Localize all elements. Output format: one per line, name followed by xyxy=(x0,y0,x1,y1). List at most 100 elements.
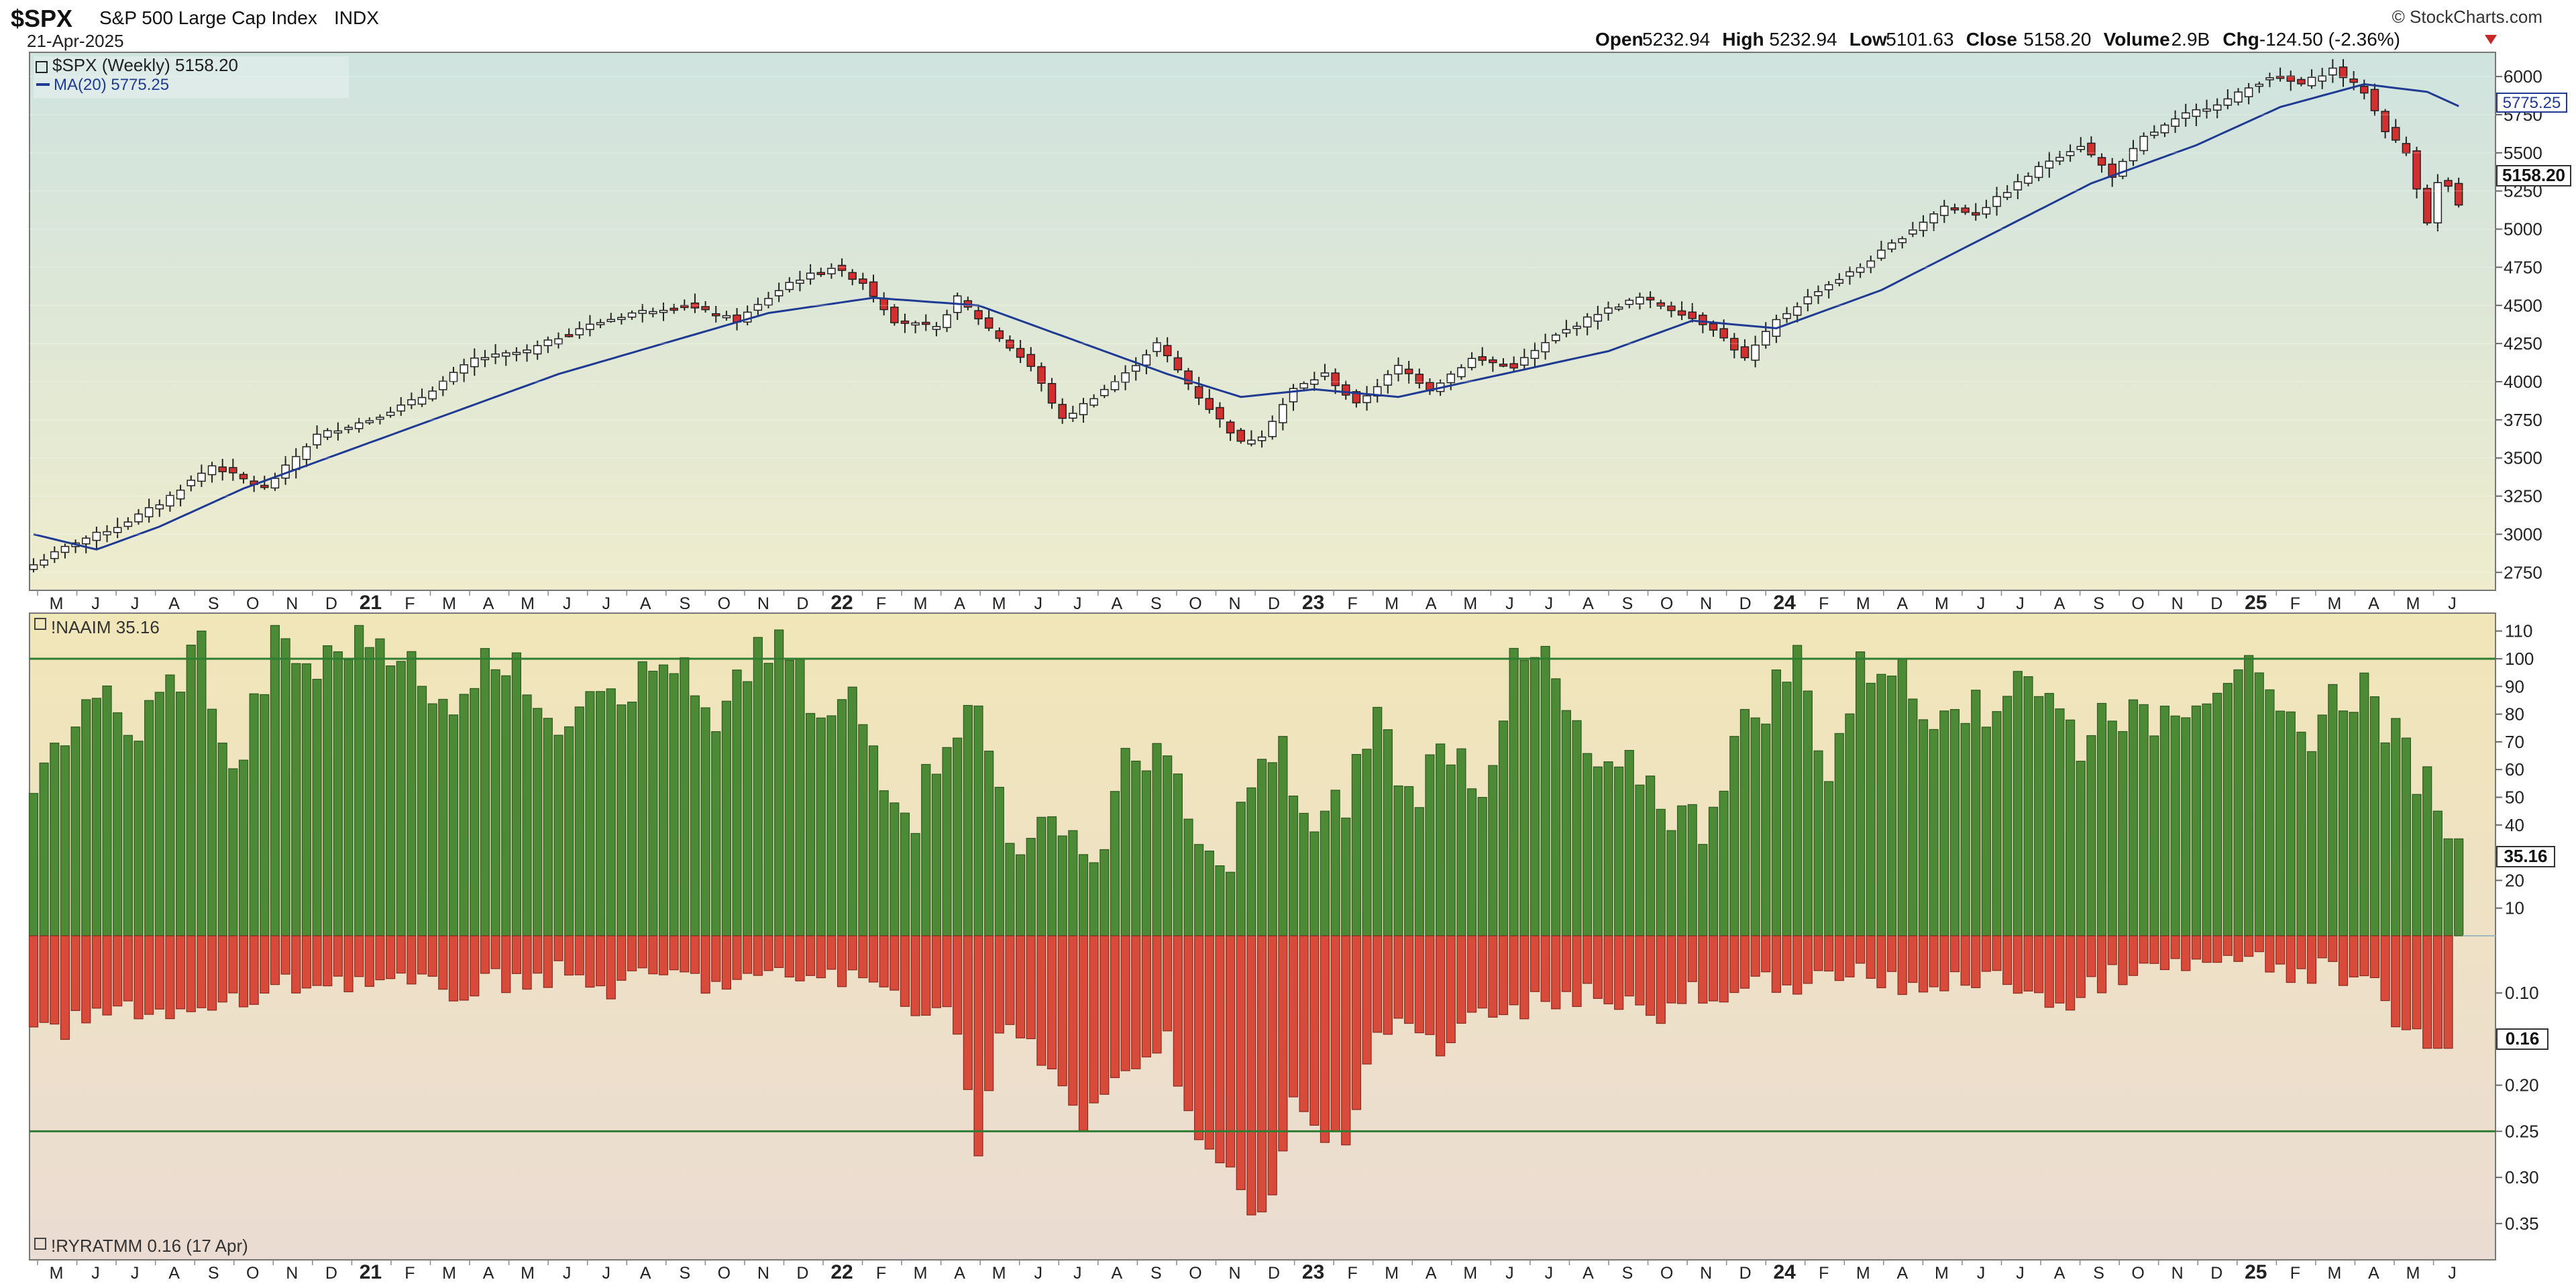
candle-body xyxy=(1247,439,1256,445)
naaim-bar xyxy=(1278,736,1288,936)
candle-body xyxy=(2192,109,2201,117)
x-tick-label: S xyxy=(208,1264,219,1283)
ryratmm-bar xyxy=(868,935,879,983)
candle-body xyxy=(879,297,888,311)
candle-body xyxy=(1688,311,1697,319)
ryratmm-bar xyxy=(1362,935,1372,1065)
naaim-bar xyxy=(606,688,616,936)
ryratmm-bar xyxy=(1782,935,1792,985)
naaim-bar xyxy=(1582,753,1593,936)
candle-body xyxy=(1552,334,1560,341)
naaim-tick-label: 90 xyxy=(2505,676,2524,696)
ryratmm-bar xyxy=(574,935,584,975)
candle-body xyxy=(1604,307,1613,314)
ryratmm-bar xyxy=(1068,935,1078,1106)
ryratmm-bar xyxy=(1225,935,1236,1168)
candle-body xyxy=(103,531,111,535)
candle-body xyxy=(2339,66,2348,78)
naaim-bar xyxy=(270,625,280,936)
candle-body xyxy=(722,315,731,319)
candle-body xyxy=(712,313,720,317)
candle-body xyxy=(1762,331,1770,346)
candle-body xyxy=(1173,357,1183,371)
bar-chart-icon xyxy=(34,618,46,630)
ryratmm-bar xyxy=(2233,935,2243,962)
naaim-bar xyxy=(1163,755,1173,936)
naaim-bar xyxy=(2422,766,2432,936)
x-tick-label: A xyxy=(2054,1264,2065,1283)
x-tick-label: J xyxy=(91,1264,100,1283)
candle-body xyxy=(2381,111,2390,133)
candle-body xyxy=(1342,384,1350,396)
naaim-bar xyxy=(1204,851,1214,936)
naaim-bar xyxy=(680,657,690,936)
candle-body xyxy=(2002,192,2012,198)
candle-body xyxy=(2108,163,2116,178)
naaim-bar xyxy=(2338,710,2349,936)
x-tick-label: A xyxy=(168,594,180,613)
naaim-bar xyxy=(743,681,753,936)
candle-body xyxy=(2454,182,2463,206)
candle-body xyxy=(659,309,668,313)
x-tick-label: D xyxy=(325,594,337,613)
ryratmm-bar xyxy=(543,935,553,988)
x-tick-label: D xyxy=(1268,594,1280,613)
ryratmm-bar xyxy=(1739,935,1750,989)
ryratmm-bar xyxy=(165,935,175,1020)
price-legend: $SPX (Weekly) 5158.20 MA(20) 5775.25 xyxy=(34,55,349,98)
candle-body xyxy=(218,466,227,472)
candle-body xyxy=(512,352,521,356)
naaim-bar xyxy=(1687,804,1697,936)
ryratmm-bar xyxy=(837,935,847,987)
ryratmm-bar xyxy=(1687,935,1697,982)
naaim-bar xyxy=(1708,806,1719,936)
naaim-bar xyxy=(1236,802,1246,936)
chart-header: $SPX S&P 500 Large Cap Index INDX 21-Apr… xyxy=(11,5,2542,51)
ryratmm-bar xyxy=(816,935,826,979)
ryratmm-bar xyxy=(28,935,39,1028)
x-tick-label: J xyxy=(1073,594,1082,613)
ryratmm-bar xyxy=(921,935,931,1016)
ryratmm-bar xyxy=(1603,935,1613,1005)
candle-body xyxy=(1079,402,1088,415)
naaim-bar xyxy=(763,663,773,936)
candle-body xyxy=(2045,160,2054,169)
ryratmm-bar xyxy=(1519,935,1529,1020)
x-tick-label: 21 xyxy=(360,592,382,614)
candle-body xyxy=(1614,306,1623,310)
x-tick-label: F xyxy=(2290,594,2300,613)
ryratmm-bar xyxy=(2065,935,2076,1011)
ryratmm-bar xyxy=(1152,935,1162,1054)
candle-body xyxy=(229,467,237,474)
naaim-bar xyxy=(1320,810,1330,936)
ryratmm-bar xyxy=(1404,935,1414,1024)
ryratmm-plot xyxy=(28,935,2496,1216)
naaim-bar xyxy=(1856,651,1866,936)
candle-body xyxy=(1887,242,1896,250)
candle-body xyxy=(449,372,458,382)
ryratmm-bar xyxy=(60,935,70,1040)
candle-body xyxy=(586,323,594,330)
naaim-bar xyxy=(81,699,91,936)
candle-body xyxy=(806,272,815,280)
ryratmm-bar xyxy=(743,935,753,974)
x-tick-label: 25 xyxy=(2245,1261,2267,1283)
close-badge-value: 5158.20 xyxy=(2502,165,2565,185)
naaim-bar xyxy=(2191,705,2201,936)
candle-body xyxy=(1457,367,1466,378)
ryratmm-bar xyxy=(1414,935,1424,1034)
x-tick-label: S xyxy=(2093,1264,2104,1283)
naaim-bar xyxy=(1120,747,1130,936)
ryratmm-bar xyxy=(1141,935,1152,1058)
x-tick-label: F xyxy=(1348,1264,1358,1283)
candle-body xyxy=(2234,91,2243,103)
naaim-tick-label: 20 xyxy=(2505,870,2524,890)
candle-body xyxy=(428,390,437,400)
ryratmm-bar xyxy=(1949,935,1960,973)
naaim-bar xyxy=(553,735,564,936)
ryratmm-bar xyxy=(1466,935,1477,1013)
ryratmm-bar xyxy=(448,935,459,1002)
naaim-bar xyxy=(1813,750,1823,936)
ryratmm-bar xyxy=(144,935,154,1015)
ryratmm-bar xyxy=(1834,935,1844,981)
